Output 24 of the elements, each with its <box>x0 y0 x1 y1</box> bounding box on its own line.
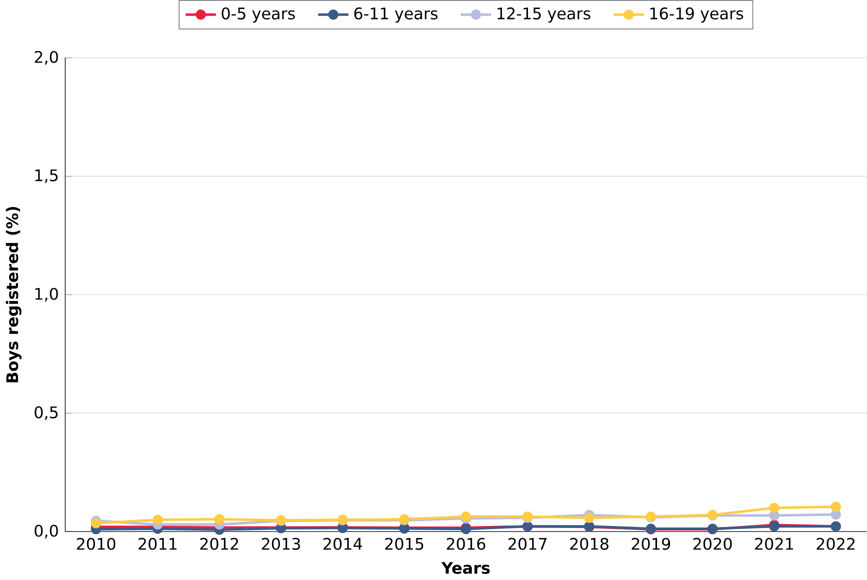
x-axis-title: Years <box>441 562 490 574</box>
x-tick-label: 2013 <box>262 538 300 550</box>
y-tick-label: 0,5 <box>34 406 58 420</box>
x-tick-label: 2011 <box>138 538 177 550</box>
x-tick-label: 2018 <box>570 538 608 550</box>
y-tick-label: 1,0 <box>35 288 58 302</box>
x-tick-label: 2012 <box>200 538 238 550</box>
x-tick-label: 2019 <box>632 538 670 550</box>
x-tick-label: 2020 <box>693 538 732 550</box>
x-tick-label: 2022 <box>816 538 855 550</box>
y-axis-title: Boys registered (%) <box>6 207 22 382</box>
y-tick-label: 1,5 <box>35 170 58 184</box>
legend-label: 6-11 years <box>354 8 438 23</box>
y-tick-label: 2,0 <box>34 51 58 65</box>
x-tick-label: 2017 <box>508 538 547 550</box>
legend-label: 16-19 years <box>650 8 744 23</box>
x-tick-label: 2021 <box>755 538 793 550</box>
x-tick-label: 2014 <box>324 538 362 550</box>
x-tick-label: 2016 <box>446 538 486 550</box>
legend-label: 12-15 years <box>498 8 590 23</box>
x-tick-label: 2010 <box>76 538 116 550</box>
x-tick-label: 2015 <box>385 538 424 550</box>
legend-label: 0-5 years <box>222 8 295 23</box>
y-tick-label: 0,0 <box>34 524 58 539</box>
